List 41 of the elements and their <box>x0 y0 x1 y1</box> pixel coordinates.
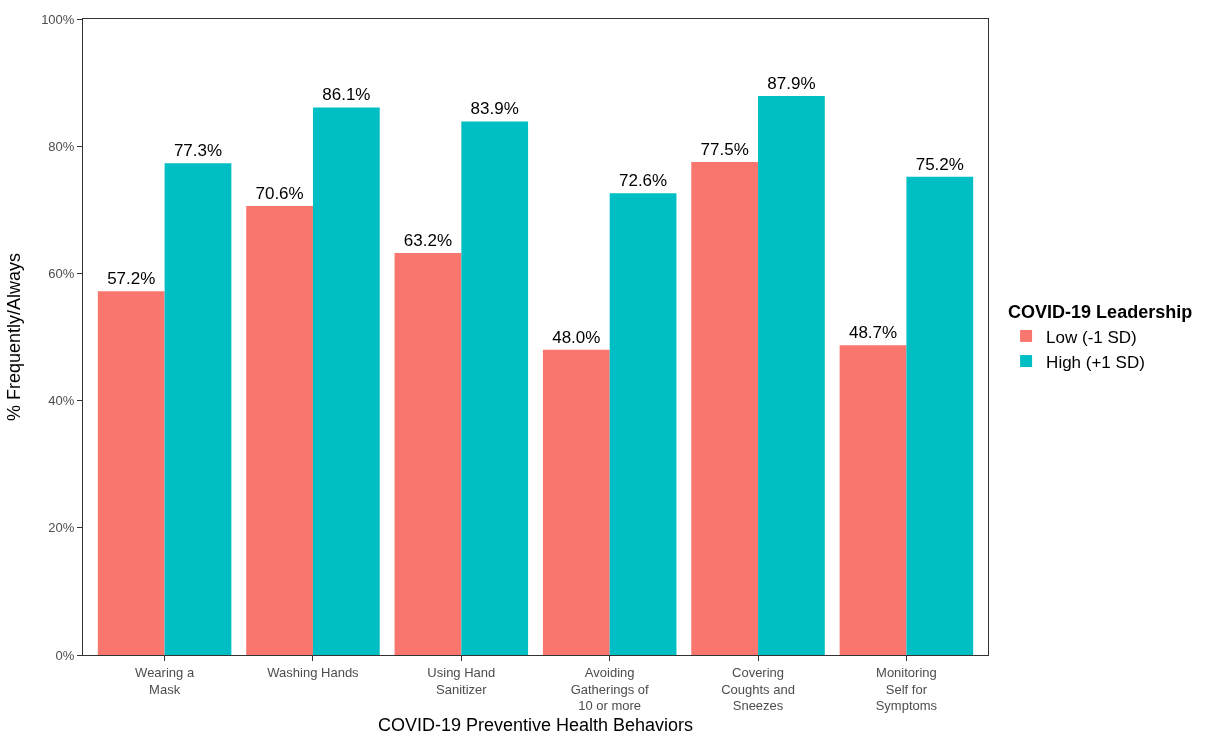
bar <box>906 176 974 655</box>
x-tick-label: Using Hand Sanitizer <box>427 664 496 697</box>
data-label: 77.5% <box>700 140 749 160</box>
x-tick-label: Monitoring Self for Symptoms <box>875 664 938 714</box>
y-axis-title: % Frequently/Always <box>4 252 25 422</box>
bar <box>312 107 380 655</box>
y-tick-label: 60% <box>48 265 75 281</box>
bar <box>758 95 825 655</box>
legend-label: Low (-1 SD) <box>1046 327 1137 347</box>
data-label: 77.3% <box>173 141 223 161</box>
x-tick-label: Wearing a Mask <box>135 664 195 697</box>
x-tick-label: Avoiding Gatherings of 10 or more <box>570 664 650 714</box>
y-tick-label: 40% <box>48 393 75 409</box>
y-tick-label: 80% <box>48 138 75 154</box>
bar <box>691 162 759 655</box>
data-label: 86.1% <box>322 85 371 105</box>
y-tick-label: 0% <box>55 647 75 663</box>
bar <box>461 121 529 655</box>
x-axis-title: COVID-19 Preventive Health Behaviors <box>377 714 694 735</box>
data-label: 87.9% <box>767 73 816 93</box>
bar <box>839 345 907 655</box>
data-label: 72.6% <box>618 171 668 191</box>
bar <box>542 349 610 655</box>
y-tick-label: 100% <box>41 11 75 27</box>
legend-label: High (+1 SD) <box>1046 352 1145 372</box>
bar <box>609 193 677 655</box>
bar <box>164 163 232 655</box>
data-label: 63.2% <box>403 231 453 251</box>
data-label: 83.9% <box>470 99 519 119</box>
bar <box>246 205 313 655</box>
x-tick-label: Washing Hands <box>267 664 360 680</box>
legend-title: COVID-19 Leadership <box>1008 302 1193 323</box>
data-label: 48.7% <box>848 323 898 343</box>
data-label: 48.0% <box>552 327 601 347</box>
bar <box>394 253 462 655</box>
data-label: 70.6% <box>255 183 304 203</box>
y-tick-label: 20% <box>48 520 75 536</box>
bar <box>97 291 165 655</box>
data-label: 57.2% <box>107 269 156 289</box>
data-label: 75.2% <box>915 154 964 174</box>
x-tick-label: Covering Coughts and Sneezes <box>721 664 795 714</box>
